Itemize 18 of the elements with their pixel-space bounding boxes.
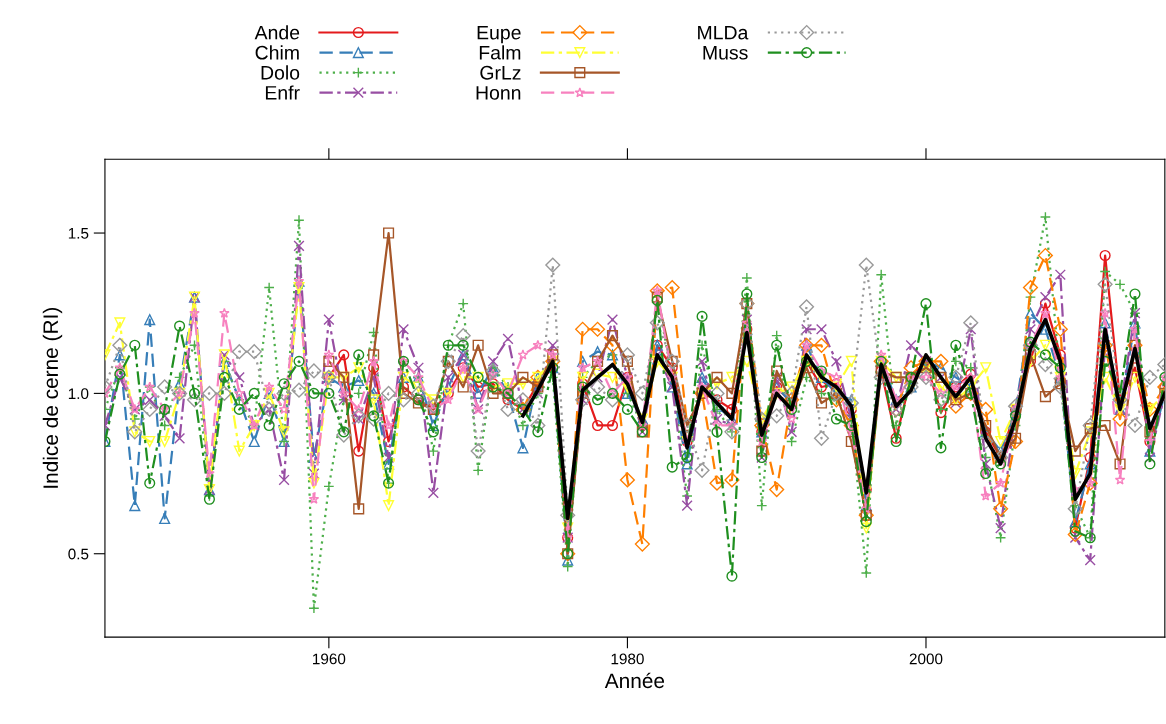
y-tick-label: 1.5 [68, 228, 89, 239]
y-tick-label: 0.5 [68, 548, 89, 560]
legend-label: Chim [255, 45, 299, 60]
x-tick-label: 1960 [313, 653, 346, 665]
x-tick-label: 2000 [909, 653, 943, 665]
legend-label: Dolo [261, 65, 300, 80]
y-tick-label: 1.0 [68, 388, 89, 400]
legend-label: Ande [254, 25, 300, 40]
y-axis-title: Indice de cerne (RI) [42, 308, 63, 488]
legend-label: Honn [476, 86, 521, 100]
legend-label: Eupe [477, 25, 521, 44]
legend-label: Enfr [265, 85, 300, 100]
x-tick-label: 1980 [611, 653, 644, 665]
legend-label: Muss [703, 46, 748, 60]
legend-label: Falm [479, 45, 521, 60]
x-axis-title: Année [604, 672, 665, 689]
legend-label: MLDa [698, 25, 749, 40]
legend-label: GrLz [480, 65, 521, 80]
